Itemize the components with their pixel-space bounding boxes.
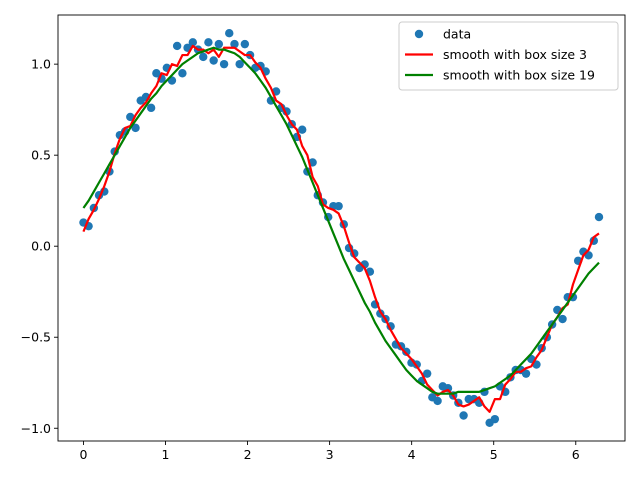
scatter-point bbox=[146, 103, 156, 113]
scatter-point bbox=[199, 52, 208, 62]
scatter-point bbox=[256, 61, 265, 71]
scatter-point bbox=[422, 369, 432, 378]
y-tick-label: −1.0 bbox=[21, 421, 51, 436]
legend-label: smooth with box size 19 bbox=[443, 68, 595, 83]
scatter-point bbox=[178, 69, 187, 78]
y-tick-label: 0.0 bbox=[31, 239, 51, 254]
scatter-point bbox=[235, 59, 244, 69]
series-line-box-19 bbox=[82, 46, 600, 395]
x-tick-label: 4 bbox=[408, 447, 416, 462]
scatter-point bbox=[204, 38, 213, 47]
scatter-point bbox=[521, 369, 531, 378]
scatter-point bbox=[188, 38, 198, 47]
scatter-point bbox=[230, 39, 239, 49]
legend-marker-data bbox=[414, 29, 424, 39]
legend: data smooth with box size 3 smooth with bo… bbox=[398, 21, 619, 91]
scatter-point bbox=[131, 123, 140, 133]
scatter-point bbox=[402, 347, 411, 356]
scatter-point bbox=[433, 396, 442, 406]
scatter-point bbox=[126, 112, 135, 122]
scatter-point bbox=[334, 201, 343, 211]
y-tick-label: 1.0 bbox=[31, 57, 51, 72]
scatter-point bbox=[459, 411, 468, 420]
x-tick-label: 2 bbox=[244, 447, 252, 462]
x-tick-label: 6 bbox=[572, 447, 580, 462]
y-tick-label: −0.5 bbox=[21, 330, 51, 345]
scatter-point bbox=[558, 314, 567, 324]
legend-label: smooth with box size 3 bbox=[443, 47, 587, 62]
x-tick-label: 3 bbox=[326, 447, 334, 462]
plot-area bbox=[79, 29, 604, 427]
scatter-point bbox=[209, 56, 218, 65]
axes: 0 1 2 3 4 5 6 −1.0 −0.5 0.0 0.5 1.0 bbox=[21, 14, 626, 462]
scatter-point bbox=[490, 414, 500, 424]
y-tick-label: 0.5 bbox=[31, 148, 51, 163]
legend-box bbox=[398, 21, 619, 91]
scatter-point bbox=[219, 59, 229, 69]
scatter-point bbox=[172, 41, 182, 51]
scatter-point bbox=[240, 39, 250, 49]
series-line-box-3 bbox=[82, 44, 600, 413]
scatter-point bbox=[594, 212, 604, 222]
x-tick-label: 1 bbox=[162, 447, 170, 462]
scatter-point bbox=[214, 39, 224, 49]
x-tick-label: 5 bbox=[490, 447, 498, 462]
scatter-point bbox=[298, 125, 307, 134]
legend-label: data bbox=[443, 27, 471, 42]
scatter-point bbox=[152, 69, 161, 78]
axes-frame bbox=[57, 14, 626, 442]
scatter-point bbox=[225, 29, 234, 38]
x-tick-label: 0 bbox=[79, 447, 87, 462]
